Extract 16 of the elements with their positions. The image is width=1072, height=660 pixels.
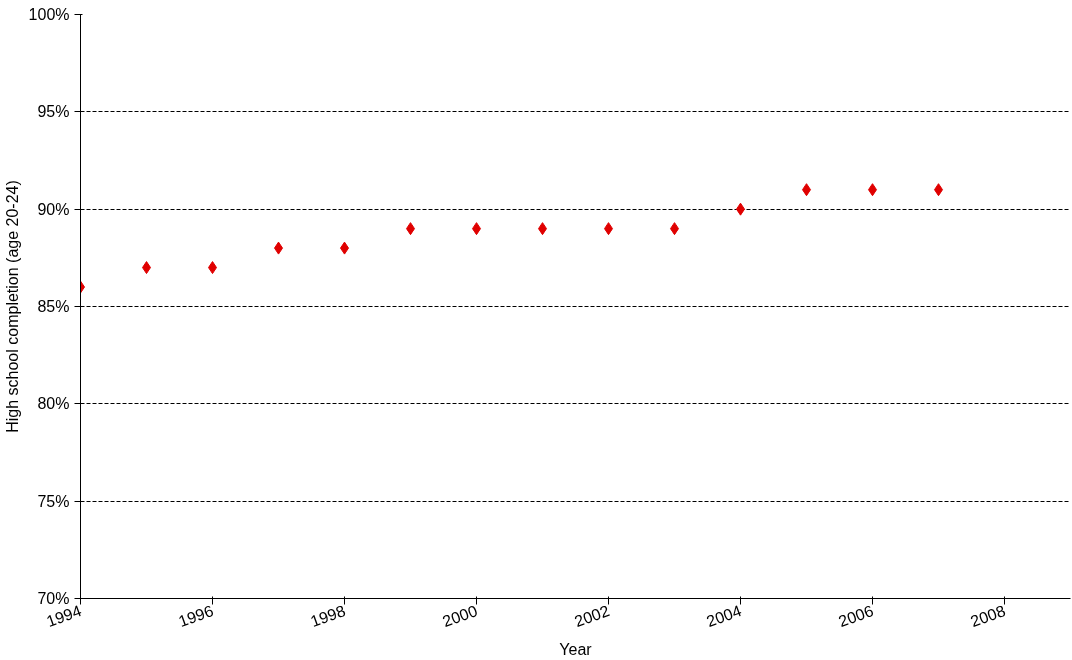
x-tick-label: 1998 <box>308 601 348 631</box>
x-tick-label: 2000 <box>440 601 480 631</box>
x-tick-label: 1996 <box>176 601 216 631</box>
y-tick-label: 95% <box>37 103 70 121</box>
x-tick-label: 2008 <box>968 601 1008 631</box>
y-tick-label: 90% <box>37 200 70 218</box>
x-tick-label: 2004 <box>704 601 744 631</box>
y-tick-label: 80% <box>37 395 70 413</box>
y-tick-label: 75% <box>37 492 70 510</box>
x-axis-title: Year <box>559 640 593 658</box>
y-tick-label: 85% <box>37 298 70 315</box>
y-tick-label: 70% <box>37 590 70 607</box>
x-tick-label: 2002 <box>572 601 612 631</box>
y-axis-title: High school completion (age 20-24) <box>3 180 21 433</box>
x-tick-label: 2006 <box>836 601 876 631</box>
y-tick-label: 100% <box>28 6 70 23</box>
